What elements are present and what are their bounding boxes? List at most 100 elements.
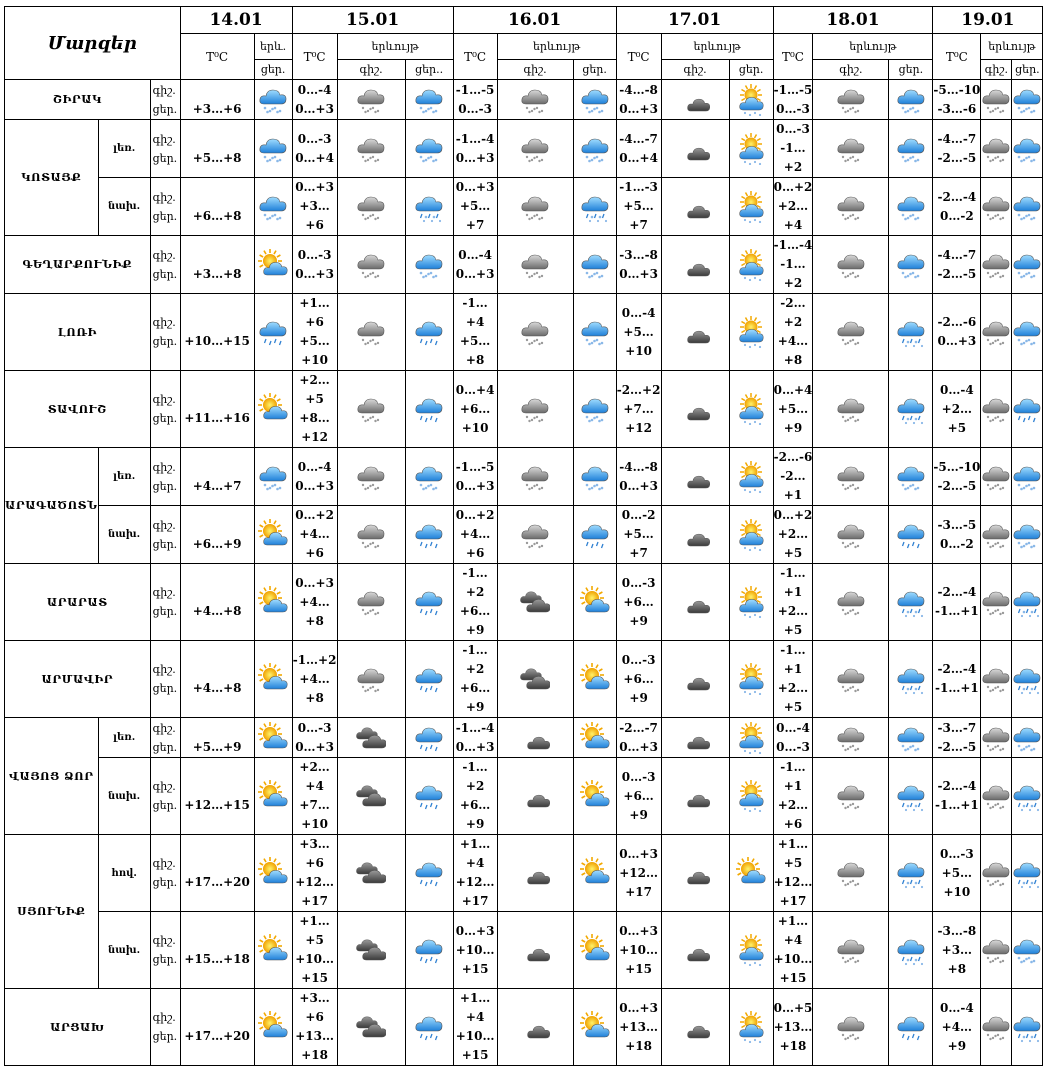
temp-header: T⁰C — [932, 33, 982, 80]
temp-value: +3…+8 — [179, 235, 255, 294]
row-labels: գիշ. ցեր. — [149, 235, 181, 294]
night-temp: -1…+2 — [462, 643, 488, 676]
night-label: գիշ. — [152, 663, 176, 676]
sun-snow-icon — [728, 119, 774, 178]
snow-cloud-icon — [1011, 911, 1044, 989]
day-temp: +4…+6 — [459, 527, 491, 560]
temp-header: T⁰C — [291, 33, 338, 80]
temp-value: -3…-8 +3…+8 — [932, 911, 982, 989]
snow-cloud-icon — [572, 447, 617, 506]
night-temp: -1…+1 — [780, 760, 806, 793]
day-header: ցեր.. — [404, 59, 454, 80]
gray-snow-cloud-icon — [336, 640, 406, 718]
temp-value: +2…+5 +8…+12 — [291, 370, 338, 448]
day-label: ցեր. — [152, 335, 178, 348]
night-label: գիշ. — [152, 518, 176, 532]
sun-cloud-icon — [253, 988, 293, 1066]
temp-value: -1…+2 +4…+8 — [291, 640, 338, 718]
subregion-name: լեռ. — [97, 119, 151, 178]
night-temp: +1…+4 — [459, 991, 491, 1024]
temp-header: T⁰C — [772, 33, 814, 80]
row-labels: գիշ. ցեր. — [149, 757, 181, 835]
rain-cloud-icon — [404, 293, 454, 371]
moon-cloud-icon — [496, 717, 574, 758]
sun-snow-icon — [728, 177, 774, 236]
day-temp: +2…+4 — [777, 199, 809, 232]
forecast-table: Մարզեր 14.01 15.01 16.01 17.01 18.01 19.01 T⁰C ե… — [4, 6, 1044, 1066]
temp-value: -4…-7 0…+4 — [615, 119, 662, 178]
night-label: գիշ. — [152, 460, 176, 474]
region-name: ՎԱՅՈՑ ՁՈՐ — [4, 717, 99, 835]
day-temp: 0…+4 — [295, 150, 334, 165]
phenomenon-header: երևույթ — [812, 33, 934, 60]
temp-value: -1…-5 0…-3 — [772, 79, 814, 120]
temp-value: 0…+3 +3…+6 — [291, 177, 338, 236]
snow-cloud-icon — [1011, 293, 1044, 371]
temp-value: -2…-4 -1…+1 — [932, 757, 982, 835]
temp-value: -1…-5 0…+3 — [452, 447, 498, 506]
date-header: 14.01 — [179, 6, 293, 34]
gray-snow-cloud-icon — [980, 235, 1013, 294]
gray-snow-cloud-icon — [336, 370, 406, 448]
gray-snow-cloud-icon — [496, 447, 574, 506]
sun-cloud-icon — [572, 988, 617, 1066]
gray-snow-cloud-icon — [812, 988, 890, 1066]
day-temp: +2…+5 — [777, 527, 809, 560]
gray-snow-cloud-icon — [980, 911, 1013, 989]
night-temp: -2…-4 — [937, 585, 977, 599]
sun-snow-icon — [728, 79, 774, 120]
night-temp: -2…-6 — [773, 450, 813, 464]
night-temp: -1…+1 — [780, 566, 806, 599]
night-temp: 0…-4 — [621, 305, 656, 320]
region-name: ԱՐՄԱՎԻՐ — [4, 640, 151, 718]
sun-cloud-icon — [572, 640, 617, 718]
snow-cloud-icon — [253, 79, 293, 120]
region-name: ՇԻՐԱԿ — [4, 79, 151, 120]
sun-snow-icon — [728, 911, 774, 989]
rain-snow-cloud-icon — [888, 370, 934, 448]
night-temp: 0…-4 — [297, 82, 332, 97]
rain-snow-cloud-icon — [1011, 757, 1044, 835]
gray-snow-cloud-icon — [812, 757, 890, 835]
row-labels: գիշ. ցեր. — [149, 640, 181, 718]
night-temp: -5…-10 — [933, 459, 981, 474]
day-temp: +7…+10 — [299, 798, 330, 831]
snow-cloud-icon — [1011, 235, 1044, 294]
temp-value: -2…-4 -1…+1 — [932, 563, 982, 641]
day-label: ցեր. — [152, 682, 178, 695]
day-temp: -2…+1 — [780, 469, 806, 502]
temp-value: 0…+2 +4…+6 — [452, 505, 498, 564]
temp-value: +17…+20 — [179, 988, 255, 1066]
rain-snow-cloud-icon — [888, 293, 934, 371]
sun-snow-icon — [728, 370, 774, 448]
day-temp: +5…+10 — [299, 334, 330, 367]
moon-cloud-icon — [660, 293, 730, 371]
night-temp: -1…+2 — [462, 760, 488, 793]
moon-cloud-icon — [660, 447, 730, 506]
temp-value: 0…-3 +6…+9 — [615, 757, 662, 835]
night-temp: 0…-3 — [297, 131, 332, 146]
temp-value: +12…+15 — [179, 757, 255, 835]
day-temp: +13…+18 — [619, 1019, 658, 1053]
gray-snow-cloud-icon — [812, 834, 890, 912]
day-temp: 0…+3 — [937, 334, 977, 348]
rain-cloud-icon — [404, 717, 454, 758]
night-temp: 0…-2 — [621, 508, 656, 522]
sun-cloud-icon — [253, 505, 293, 564]
rain-snow-cloud-icon — [404, 177, 454, 236]
night-temp: -3…-7 — [937, 720, 977, 735]
phenomenon-header: երև. — [253, 33, 293, 60]
night-temp: 0…+4 — [455, 382, 495, 397]
region-name: ԱՐԱՐԱՏ — [4, 563, 151, 641]
day-temp: 0…-3 — [458, 101, 492, 116]
row-labels: գիշ. ցեր. — [149, 717, 181, 758]
night-temp: 0…-3 — [940, 846, 974, 861]
temp-value: +10…+15 — [179, 293, 255, 371]
gray-snow-cloud-icon — [812, 911, 890, 989]
region-name: ԳԵՂԱՐՔՈՒՆԻՔ — [4, 235, 151, 294]
gray-snow-cloud-icon — [496, 119, 574, 178]
night-label: գիշ. — [152, 857, 176, 870]
sun-cloud-icon — [253, 640, 293, 718]
day-label: ցեր. — [152, 267, 178, 281]
night-header: գիշ. — [660, 59, 730, 80]
